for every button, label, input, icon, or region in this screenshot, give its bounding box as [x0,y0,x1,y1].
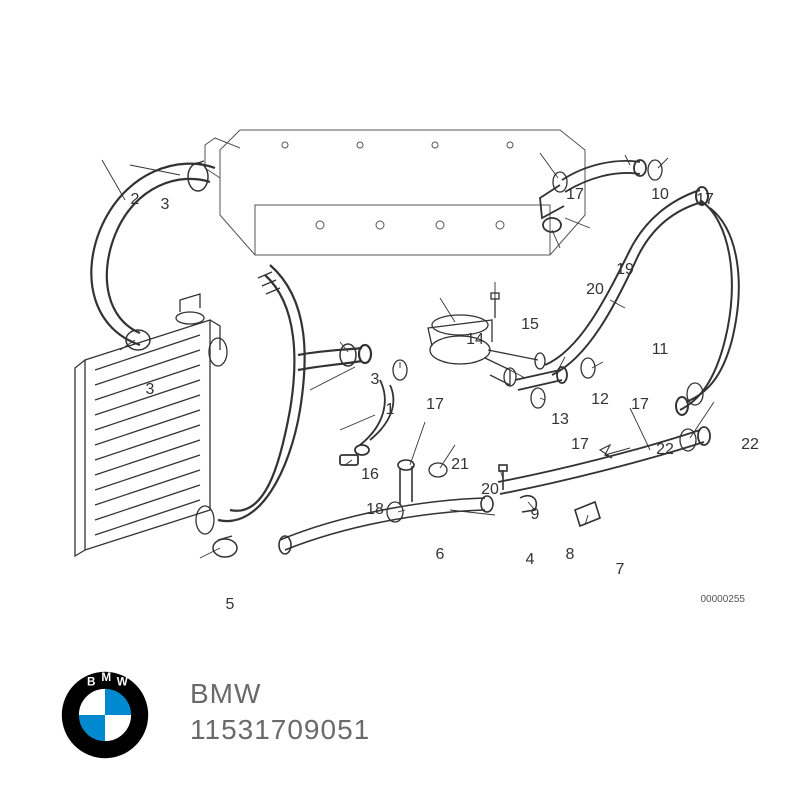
lower-hose [218,265,371,521]
brand-label: BMW [190,678,370,710]
coolant-pipe [279,460,600,554]
clamp-17c [648,160,662,180]
bmw-logo: B M W [60,670,150,760]
callout-3: 3 [161,196,170,214]
hose-11 [545,187,708,375]
callout-20: 20 [481,481,499,499]
callout-22: 22 [656,441,674,459]
callout-17: 17 [571,436,589,454]
callout-19: 19 [616,261,634,279]
leader-lines [102,153,714,558]
diagram-reference-id: 00000255 [701,594,746,605]
footer-text: BMW 11531709051 [190,678,370,746]
svg-text:W: W [117,675,129,688]
radiator [75,294,227,556]
callout-17: 17 [566,186,584,204]
return-hose-right [676,200,739,415]
callout-22: 22 [741,436,759,454]
hose-16 [340,380,393,465]
callout-17: 17 [696,191,714,209]
hose-10 [540,160,646,232]
callout-21: 21 [451,456,469,474]
callout-3: 3 [371,371,380,389]
callout-12: 12 [591,391,609,409]
clamp-5 [213,536,237,557]
callout-5: 5 [226,596,235,614]
callout-1: 1 [386,401,395,419]
part-number: 11531709051 [190,714,370,746]
callout-10: 10 [651,186,669,204]
svg-text:B: B [87,675,95,688]
callout-17: 17 [631,396,649,414]
clamp-17b [553,172,567,192]
callout-15: 15 [521,316,539,334]
footer: B M W BMW 11531709051 [0,650,800,800]
callout-4: 4 [526,551,535,569]
callout-7: 7 [616,561,625,579]
callout-18: 18 [366,501,384,519]
clamp-17d [531,388,545,408]
callout-3: 3 [146,381,155,399]
callout-9: 9 [531,506,540,524]
callout-13: 13 [551,411,569,429]
diagram-svg [40,50,760,610]
hose-22 [498,427,710,494]
page-canvas: 1233345678910111213141516171717171718192… [0,0,800,800]
callout-8: 8 [566,546,575,564]
callout-20: 20 [586,281,604,299]
engine-block [205,130,585,255]
callout-14: 14 [466,331,484,349]
callout-17: 17 [426,396,444,414]
callout-16: 16 [361,466,379,484]
parts-diagram: 1233345678910111213141516171717171718192… [40,50,760,610]
svg-text:M: M [101,671,111,684]
callout-2: 2 [131,191,140,209]
callout-6: 6 [436,546,445,564]
callout-11: 11 [652,341,669,359]
